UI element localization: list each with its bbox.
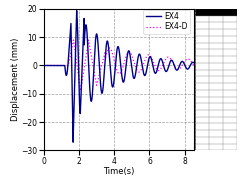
EX4-D [110, 49, 113, 52]
EX4-D [62, 64, 65, 67]
X-axis label: Time(s): Time(s) [103, 167, 134, 176]
EX4 [75, 10, 78, 12]
EX4-D [79, 90, 82, 92]
EX4-D [196, 68, 199, 70]
EX4 [118, 49, 121, 51]
EX4-D [219, 66, 221, 68]
Line: EX4-D: EX4-D [44, 40, 220, 91]
EX4-D [72, 39, 75, 41]
EX4 [42, 64, 45, 67]
Legend: EX4, EX4-D: EX4, EX4-D [143, 10, 190, 34]
Y-axis label: Displacement (mm): Displacement (mm) [11, 38, 20, 121]
EX4 [110, 80, 113, 82]
EX4-D [118, 73, 121, 75]
EX4-D [73, 44, 76, 46]
EX4 [73, 99, 76, 101]
EX4-D [215, 67, 218, 69]
EX4 [72, 141, 75, 143]
EX4 [196, 67, 199, 69]
EX4 [215, 64, 218, 66]
Bar [195, 9, 237, 16]
EX4 [62, 64, 65, 67]
Line: EX4: EX4 [44, 11, 220, 142]
EX4-D [42, 64, 45, 67]
EX4 [219, 66, 221, 68]
